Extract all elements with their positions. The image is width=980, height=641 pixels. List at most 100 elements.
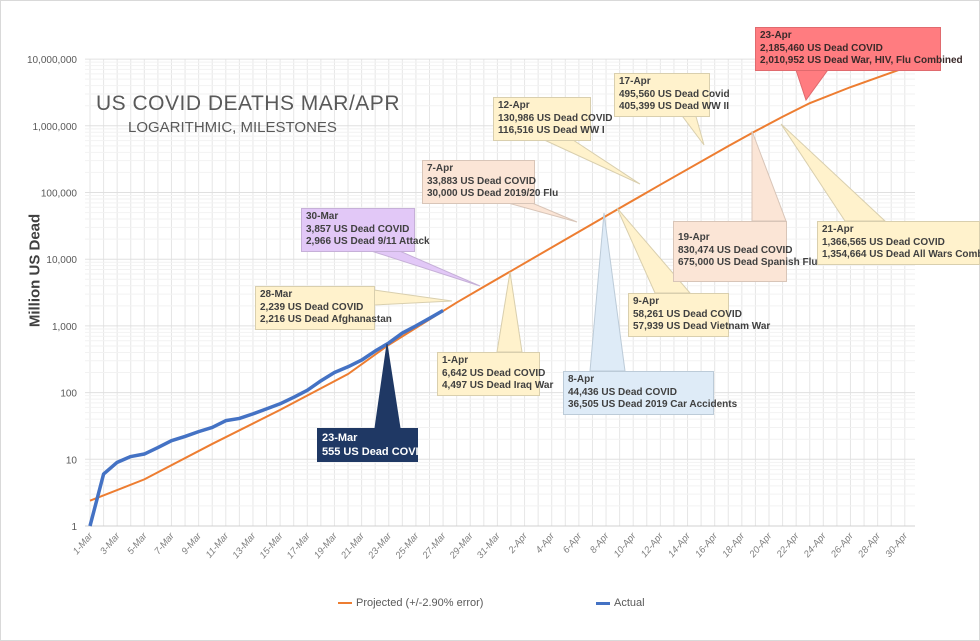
x-tick-label: 10-Apr [612,530,639,560]
legend-label-actual: Actual [614,597,645,609]
callout-28-mar: 28-Mar 2,239 US Dead COVID 2,216 US Dead A… [255,286,392,330]
x-tick-label: 11-Mar [204,530,232,560]
x-tick-label: 4-Apr [534,530,558,556]
callout-line: 2,185,460 US Dead COVID [760,42,883,54]
x-tick-label: 5-Mar [125,530,150,557]
callout-17-apr: 17-Apr 495,560 US Dead Covid 405,399 US De… [614,73,730,117]
callout-date: 21-Apr [822,224,854,235]
x-tick-label: 22-Apr [774,530,802,560]
x-tick-label: 9-Mar [180,530,205,557]
x-tick-label: 16-Apr [693,530,720,560]
callout-date: 7-Apr [427,163,454,174]
callout-date: 23-Mar [322,432,358,444]
callout-date: 1-Apr [442,355,469,366]
callout-pointer [373,289,453,306]
callout-date: 12-Apr [498,100,530,111]
x-tick-label: 12-Apr [639,530,666,560]
callout-line: 675,000 US Dead Spanish Flu [678,257,818,268]
x-tick-label: 17-Mar [285,530,313,561]
x-tick-label: 15-Mar [258,530,286,561]
callout-line: 116,516 US Dead WW I [498,125,605,136]
x-tick-label: 24-Apr [801,530,829,560]
callout-line: 830,474 US Dead COVID [678,244,793,256]
callout-pointer [794,66,831,102]
callout-date: 19-Apr [678,232,710,243]
callout-date: 8-Apr [568,374,595,385]
y-tick-label: 10,000,000 [27,55,77,66]
callout-pointer [364,248,481,287]
callout-date: 23-Apr [760,30,792,41]
callout-date: 28-Mar [260,289,293,300]
legend-label-projected: Projected (+/-2.90% error) [356,597,484,609]
callout-line: 2,010,952 US Dead War, HIV, Flu Combined [760,55,963,66]
x-tick-label: 23-Mar [366,530,395,562]
x-tick-label: 7-Mar [152,530,177,557]
callout-line: 130,986 US Dead COVID [498,112,613,124]
callout-line: 36,505 US Dead 2019 Car Accidents [568,399,738,410]
callout-line: 495,560 US Dead Covid [619,88,730,100]
callout-line: 2,239 US Dead COVID [260,301,364,313]
x-tick-label: 13-Mar [230,530,258,561]
x-tick-label: 25-Mar [393,530,422,562]
y-tick-label: 10 [66,455,78,466]
callout-line: 2,966 US Dead 9/11 Attack [306,236,430,247]
callout-7-apr: 7-Apr 33,883 US Dead COVID 30,000 US Dead … [422,160,559,204]
x-tick-label: 2-Apr [506,530,531,556]
x-tick-label: 3-Mar [98,530,123,557]
callout-line: 58,261 US Dead COVID [633,308,742,320]
callout-12-apr: 12-Apr 130,986 US Dead COVID 116,516 US De… [493,97,613,141]
x-tick-label: 8-Apr [588,530,612,556]
callout-line: 2,216 US Dead Afghanastan [260,314,392,325]
legend-swatch-projected [338,602,352,604]
x-tick-label: 21-Mar [338,530,367,562]
y-axis-label: Million US Dead [26,213,44,328]
x-tick-label: 18-Apr [720,530,747,560]
chart-subtitle: LOGARITHMIC, MILESTONES [128,119,337,136]
callout-line: 30,000 US Dead 2019/20 Flu [427,188,559,199]
callout-pointer [374,343,401,429]
x-tick-label: 6-Apr [561,530,585,556]
callout-line: 44,436 US Dead COVID [568,386,677,398]
y-tick-label: 100 [60,389,77,400]
callout-date: 17-Apr [619,76,651,87]
y-tick-label: 100,000 [41,189,78,200]
callout-line: 4,497 US Dead Iraq War [442,380,554,391]
callout-23-apr: 23-Apr 2,185,460 US Dead COVID 2,010,952 U… [755,27,963,71]
x-tick-label: 14-Apr [666,530,693,560]
y-tick-label: 1,000 [52,322,77,333]
callout-line: 555 US Dead COVID [322,446,427,458]
chart-title: US COVID DEATHS MAR/APR [96,92,400,115]
x-tick-label: 28-Apr [856,530,884,560]
callout-line: 1,366,565 US Dead COVID [822,236,945,248]
x-tick-label: 30-Apr [883,530,910,560]
x-tick-label: 20-Apr [747,530,775,560]
callout-19-apr: 19-Apr 830,474 US Dead COVID 675,000 US De… [673,221,818,282]
callout-8-apr: 8-Apr 44,436 US Dead COVID 36,505 US Dead … [563,371,738,415]
legend-swatch-actual [596,601,610,605]
legend-item-projected: Projected (+/-2.90% error) [338,597,483,609]
x-tick-label: 27-Mar [420,530,449,562]
callout-30-mar: 30-Mar 3,857 US Dead COVID 2,966 US Dead 9… [301,208,430,252]
callout-line: 3,857 US Dead COVID [306,223,410,235]
x-tick-label: 26-Apr [828,530,856,560]
x-tick-label: 1-Mar [71,530,96,557]
y-tick-label: 1,000,000 [33,122,78,133]
legend-item-actual: Actual [596,597,645,609]
callout-9-apr: 9-Apr 58,261 US Dead COVID 57,939 US Dead … [628,293,771,337]
y-tick-label: 10,000 [46,255,77,266]
callout-date: 9-Apr [633,296,660,307]
callout-line: 33,883 US Dead COVID [427,175,536,187]
callout-line: 405,399 US Dead WW II [619,101,730,112]
callout-1-apr: 1-Apr 6,642 US Dead COVID 4,497 US Dead Ir… [437,352,554,396]
callout-line: 1,354,664 US Dead All Wars Combined [822,249,980,260]
x-tick-label: 29-Mar [447,530,476,562]
callout-pointer [496,271,523,353]
x-tick-label: 31-Mar [475,530,503,561]
callout-line: 57,939 US Dead Vietnam War [633,321,771,332]
x-tick-label: 19-Mar [312,530,340,561]
callout-23-mar: 23-Mar 555 US Dead COVID [317,428,427,462]
callout-date: 30-Mar [306,211,339,222]
series-line-projected [89,66,906,502]
callout-line: 6,642 US Dead COVID [442,367,546,379]
